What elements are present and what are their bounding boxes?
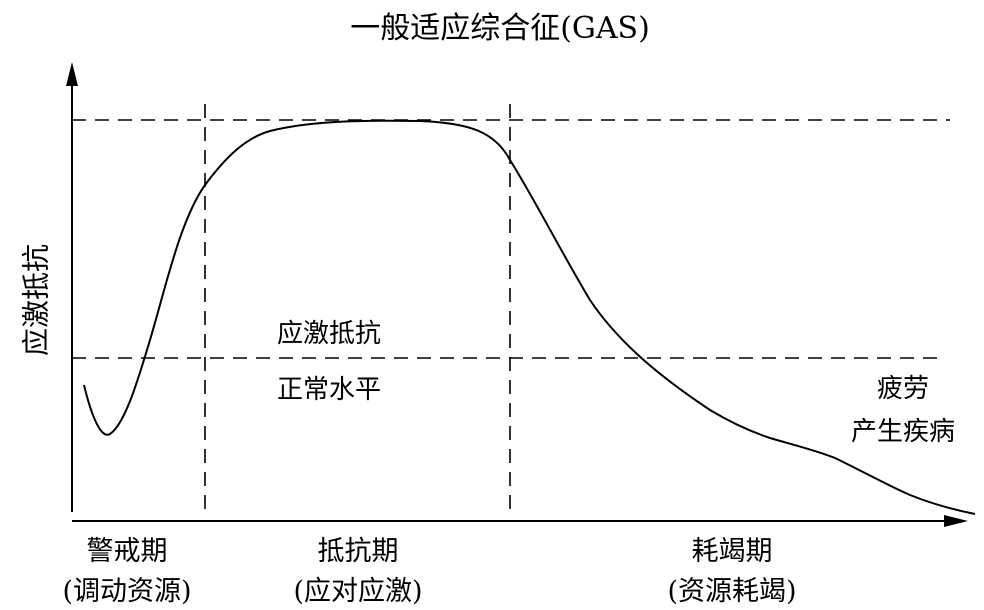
phase-alarm-detail: (调动资源) <box>62 576 191 607</box>
y-axis-arrow <box>66 62 78 86</box>
phase-alarm-name: 警戒期 <box>87 536 168 567</box>
diagram-title: 一般适应综合征(GAS) <box>350 11 650 46</box>
phase-exhaustion-detail: (资源耗竭) <box>667 576 796 607</box>
resistance-line-label: 应激抵抗 <box>277 319 381 349</box>
fatigue-label: 疲劳 <box>877 374 929 404</box>
phase-exhaustion-name: 耗竭期 <box>692 536 773 567</box>
normal-level-label: 正常水平 <box>277 375 381 405</box>
phase-resistance-name: 抵抗期 <box>318 536 399 567</box>
y-axis-label: 应激抵抗 <box>20 244 53 356</box>
x-axis-arrow <box>944 515 968 527</box>
disease-label: 产生疾病 <box>851 417 955 447</box>
phase-resistance-detail: (应对应激) <box>293 576 422 607</box>
gas-curve <box>83 119 976 515</box>
